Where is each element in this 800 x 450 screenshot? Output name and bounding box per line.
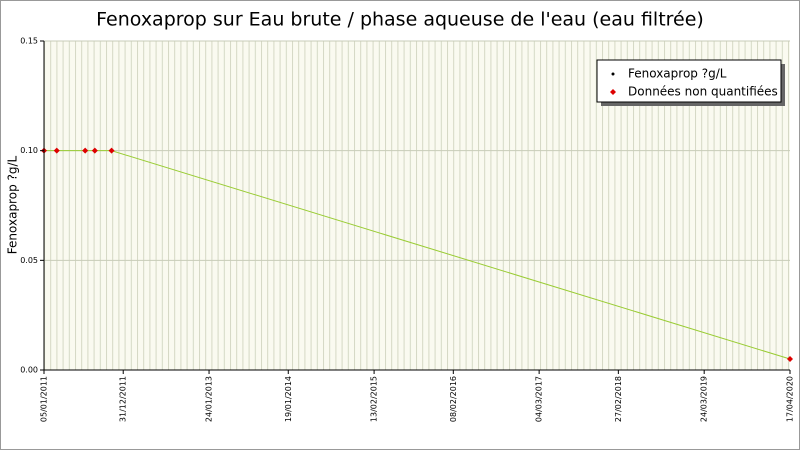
legend: Fenoxaprop ?g/L Données non quantifiées xyxy=(596,59,785,106)
y-tick-label: 0.05 xyxy=(20,256,38,265)
y-tick-label: 0.15 xyxy=(20,37,38,46)
non-quantified-point xyxy=(108,147,115,154)
non-quantified-point xyxy=(53,147,60,154)
legend-box xyxy=(596,59,782,103)
legend-label: Fenoxaprop ?g/L xyxy=(628,67,727,81)
x-tick-label: 24/01/2013 xyxy=(205,376,214,422)
legend-symbol xyxy=(610,89,616,95)
x-tick-label: 13/02/2015 xyxy=(370,376,379,422)
x-tick-label: 17/04/2020 xyxy=(786,376,795,422)
non-quantified-point xyxy=(91,147,98,154)
y-tick-label: 0.10 xyxy=(20,146,38,155)
chart-title: Fenoxaprop sur Eau brute / phase aqueuse… xyxy=(96,9,704,31)
legend-items: Fenoxaprop ?g/L Données non quantifiées xyxy=(610,67,778,99)
non-quantified-point xyxy=(787,356,793,363)
x-tick-label: 08/02/2016 xyxy=(449,376,458,422)
x-tick-label: 19/01/2014 xyxy=(284,376,293,422)
x-tick-label: 05/01/2011 xyxy=(40,376,49,422)
legend-label: Données non quantifiées xyxy=(628,85,778,99)
y-axis-label: Fenoxaprop ?g/L xyxy=(6,155,20,254)
non-quantified-point xyxy=(82,147,89,154)
y-tick-label: 0.00 xyxy=(20,366,38,375)
x-tick-label: 31/12/2011 xyxy=(119,376,128,422)
x-tick-label: 04/03/2017 xyxy=(535,376,544,422)
x-tick-label: 24/03/2019 xyxy=(700,376,709,422)
legend-symbol xyxy=(611,72,615,76)
x-tick-label: 27/02/2018 xyxy=(614,376,623,422)
